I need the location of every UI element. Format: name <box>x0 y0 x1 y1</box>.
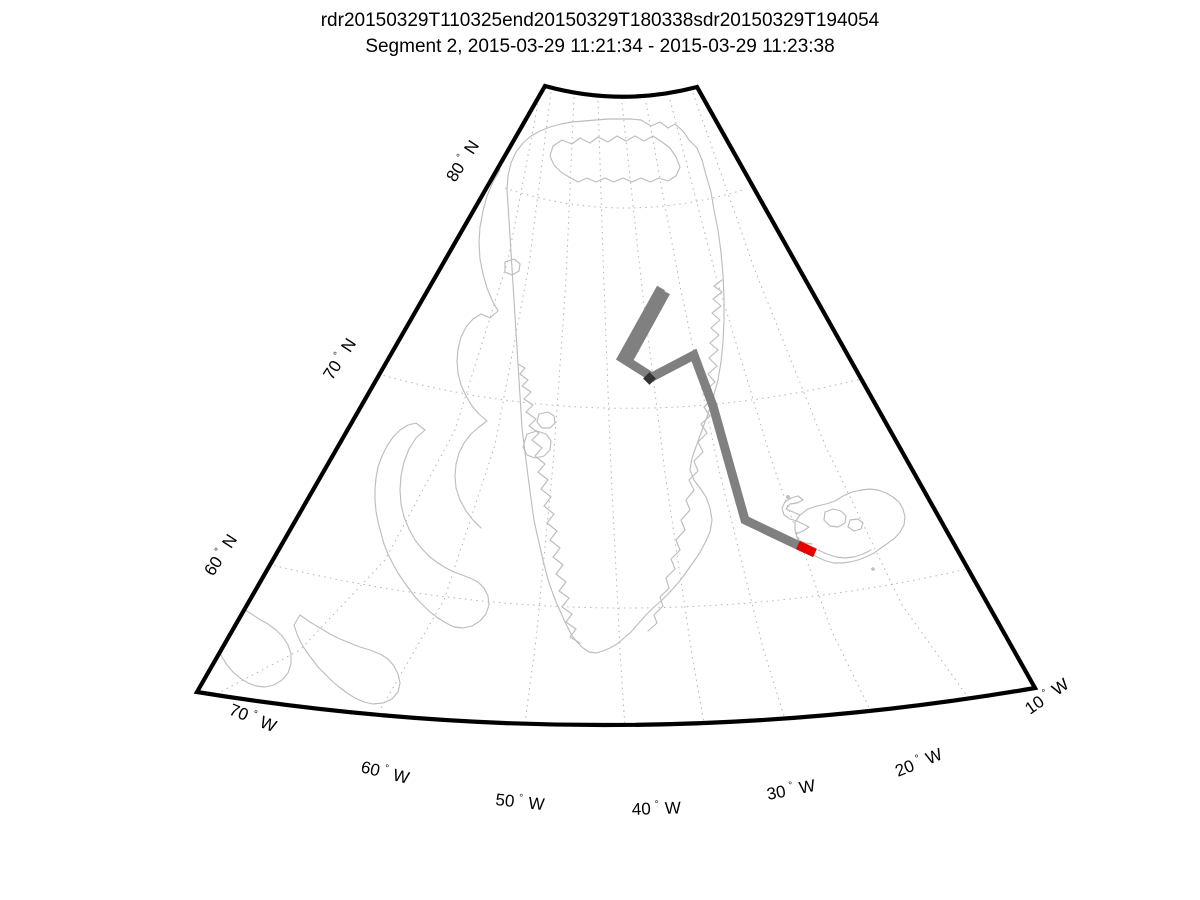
latitude-tick-60N-degree: ° <box>213 546 224 555</box>
longitude-tick-20W-value: 20 <box>892 756 917 781</box>
longitude-tick-10W-unit: W <box>1048 675 1072 700</box>
coastline-speck-2 <box>871 567 875 571</box>
longitude-tick-30W-unit: W <box>798 776 817 798</box>
longitude-tick-30W-value: 30 <box>765 782 787 804</box>
longitude-tick-50W: 50 ° W <box>495 790 546 814</box>
coastline-labrador <box>293 614 401 705</box>
longitude-tick-20W-unit: W <box>923 745 945 769</box>
longitude-tick-40W-degree: ° <box>654 799 658 810</box>
latitude-tick-60N: 60 ° N <box>200 531 241 579</box>
latitude-tick-60N-unit: N <box>218 531 241 552</box>
coastline-iceland-interior-2 <box>847 518 864 532</box>
latitude-tick-80N-degree: ° <box>455 152 466 161</box>
meridian-10W <box>692 92 971 701</box>
longitude-tick-30W-degree: ° <box>788 780 794 792</box>
longitude-tick-30W: 30 ° W <box>765 776 817 804</box>
coastline-island-small-1 <box>536 411 556 429</box>
meridian-20W <box>669 99 886 726</box>
flight-track-highlight-segment[interactable] <box>796 540 817 558</box>
flight-track-line[interactable] <box>615 285 808 554</box>
longitude-tick-50W-unit: W <box>527 794 545 815</box>
longitude-tick-60W-degree: ° <box>383 763 390 775</box>
longitude-tick-40W-unit: W <box>664 798 681 818</box>
coastline-disko-island <box>522 430 552 459</box>
coastline-baffin-island <box>374 422 490 629</box>
coastline-iceland-interior-1 <box>823 508 847 528</box>
coastline-greenland-west-fjords <box>517 363 581 644</box>
coastline-iceland-westfjords <box>781 495 813 545</box>
longitude-tick-20W-degree: ° <box>914 753 922 765</box>
longitude-tick-70W-unit: W <box>257 712 279 736</box>
latitude-tick-60N-value: 60 <box>200 553 226 579</box>
meridian-70W <box>379 91 552 711</box>
flight-track-line-return[interactable] <box>624 289 670 364</box>
latitude-tick-80N-unit: N <box>460 137 483 158</box>
latitude-tick-80N: 80 ° N <box>442 137 483 185</box>
meridian-30W <box>645 102 801 726</box>
coastline-greenland <box>506 118 725 654</box>
longitude-tick-50W-value: 50 <box>495 790 516 811</box>
longitude-tick-40W-value: 40 <box>631 799 651 819</box>
longitude-tick-20W: 20 ° W <box>892 745 945 781</box>
coastline-iceland-south <box>817 549 872 559</box>
latitude-tick-70N-value: 70 <box>319 357 345 383</box>
longitude-tick-60W: 60 ° W <box>359 757 411 787</box>
meridian-50W <box>597 100 629 726</box>
parallel-80N <box>504 187 744 209</box>
latitude-tick-70N: 70 ° N <box>319 335 360 383</box>
latitude-tick-70N-degree: ° <box>332 350 343 359</box>
latitude-tick-80N-value: 80 <box>442 159 468 185</box>
parallel-60N <box>251 559 998 609</box>
coastline-north-greenland <box>549 135 681 183</box>
coastline-group <box>211 118 906 705</box>
parallel-70N <box>377 373 870 409</box>
longitude-tick-70W-degree: ° <box>251 709 259 721</box>
longitude-tick-60W-unit: W <box>391 765 411 787</box>
longitude-tick-60W-value: 60 <box>359 757 382 780</box>
longitude-tick-70W: 70 ° W <box>227 700 280 736</box>
coastline-island-small-2 <box>504 258 521 276</box>
longitude-tick-40W: 40 ° W <box>631 798 681 819</box>
longitude-tick-50W-degree: ° <box>518 792 523 803</box>
longitude-tick-70W-value: 70 <box>227 700 252 725</box>
coastline-speck-1 <box>786 494 791 499</box>
coastline-ellesmere-island <box>454 169 501 529</box>
meridian-40W <box>621 102 715 726</box>
map-border <box>193 83 1039 728</box>
meridian-75W <box>204 92 541 701</box>
flight-track-group[interactable] <box>615 285 817 558</box>
latitude-tick-70N-unit: N <box>337 335 360 356</box>
longitude-tick-10W-degree: ° <box>1040 687 1050 698</box>
graticule-group <box>204 91 998 726</box>
coastline-greenland-east-fjords <box>647 279 723 632</box>
